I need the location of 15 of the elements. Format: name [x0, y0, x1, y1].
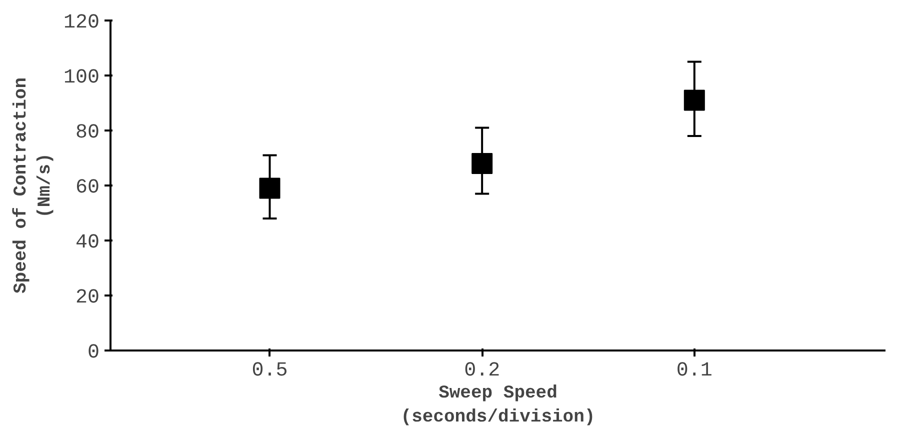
point — [259, 178, 280, 199]
y-axis-title: Speed of Contraction (Nm/s) — [11, 77, 56, 294]
point — [684, 90, 705, 111]
y-tick-label: 120 — [63, 12, 100, 34]
y-tick-label: 100 — [63, 66, 100, 90]
y-tick-label: 0 — [88, 342, 100, 364]
y-tick-label: 40 — [75, 232, 100, 254]
y-tick-label: 60 — [75, 176, 100, 200]
x-tick-label: 0.1 — [676, 360, 712, 382]
x-tick-label: 0.2 — [464, 360, 500, 382]
x-axis-title: Sweep Speed (seconds/division) — [400, 384, 596, 428]
x-tick-label: 0.5 — [252, 360, 288, 382]
y-tick-label: 20 — [75, 286, 100, 310]
point — [472, 153, 493, 174]
y-tick-label: 80 — [75, 122, 100, 144]
